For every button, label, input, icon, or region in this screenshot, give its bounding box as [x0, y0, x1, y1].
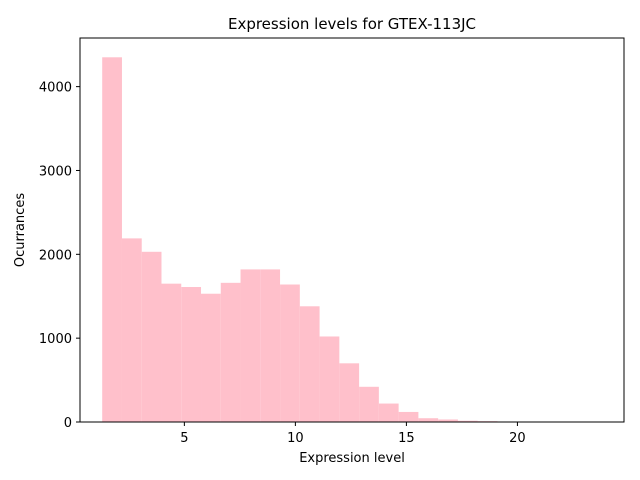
histogram-bar	[121, 238, 142, 422]
histogram-bar	[181, 287, 202, 422]
histogram-bar	[359, 386, 379, 422]
histogram-bar	[378, 403, 399, 422]
histogram-bar	[398, 411, 419, 422]
histogram-bar	[418, 418, 439, 422]
axes-group	[79, 37, 625, 423]
x-tick-label: 15	[398, 431, 415, 446]
x-tick-label: 10	[287, 431, 304, 446]
histogram-bar	[339, 363, 360, 422]
y-tick-label: 2000	[39, 248, 72, 263]
histogram-bar	[260, 269, 281, 422]
y-tick-label: 1000	[39, 332, 72, 347]
bars-group	[102, 57, 597, 422]
x-tick-label: 20	[509, 431, 526, 446]
y-tick-label: 3000	[39, 164, 72, 179]
histogram-bar	[240, 269, 261, 422]
plot-frame	[79, 37, 625, 423]
histogram-bar	[161, 283, 182, 422]
x-ticks: 5 10 15 20	[180, 422, 526, 446]
chart-title: Expression levels for GTEX-113JC	[228, 15, 476, 33]
histogram-bar	[319, 336, 340, 422]
y-tick-label: 4000	[39, 81, 72, 96]
histogram-bar	[457, 420, 478, 422]
x-tick-label: 5	[180, 431, 188, 446]
histogram-bar	[280, 284, 300, 422]
histogram-bar	[220, 282, 241, 422]
histogram-bar	[141, 251, 162, 422]
y-ticks: 0 1000 2000 3000 4000	[39, 81, 80, 431]
y-axis-label: Ocurrances	[13, 193, 28, 267]
histogram-bar	[299, 306, 320, 422]
histogram-bar	[201, 293, 221, 422]
y-tick-label: 0	[64, 416, 72, 431]
x-axis-label: Expression level	[299, 451, 405, 466]
histogram-bar	[102, 57, 122, 422]
histogram-bar	[438, 419, 458, 422]
